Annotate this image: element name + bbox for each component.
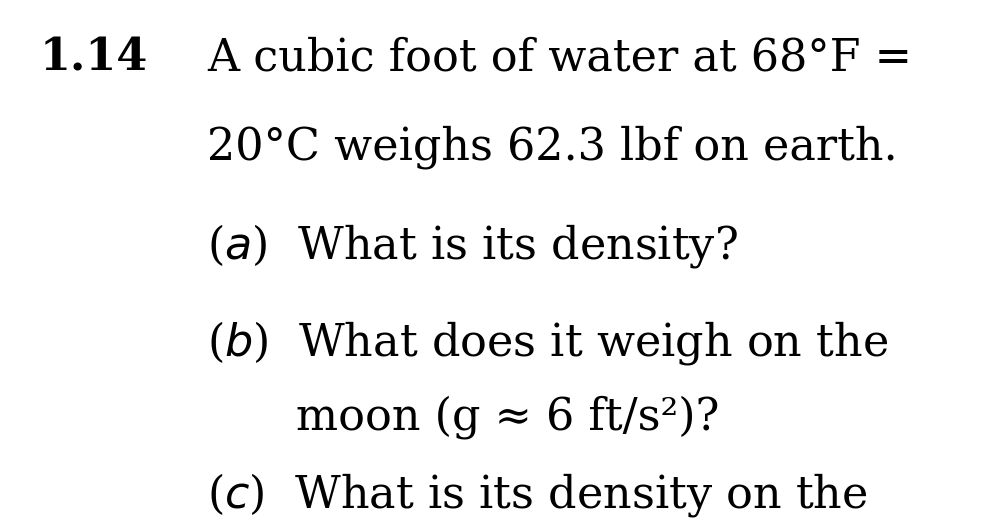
Text: 20°C weighs 62.3 lbf on earth.: 20°C weighs 62.3 lbf on earth. [207,126,898,169]
Text: A cubic foot of water at 68°F =: A cubic foot of water at 68°F = [207,37,913,80]
Text: moon (g ≈ 6 ft/s²)?: moon (g ≈ 6 ft/s²)? [296,395,720,439]
Text: 1.14: 1.14 [40,37,148,79]
Text: ($\mathit{c}$)  What is its density on the: ($\mathit{c}$) What is its density on th… [207,471,868,519]
Text: ($\mathit{b}$)  What does it weigh on the: ($\mathit{b}$) What does it weigh on the [207,319,888,367]
Text: ($\mathit{a}$)  What is its density?: ($\mathit{a}$) What is its density? [207,222,738,270]
